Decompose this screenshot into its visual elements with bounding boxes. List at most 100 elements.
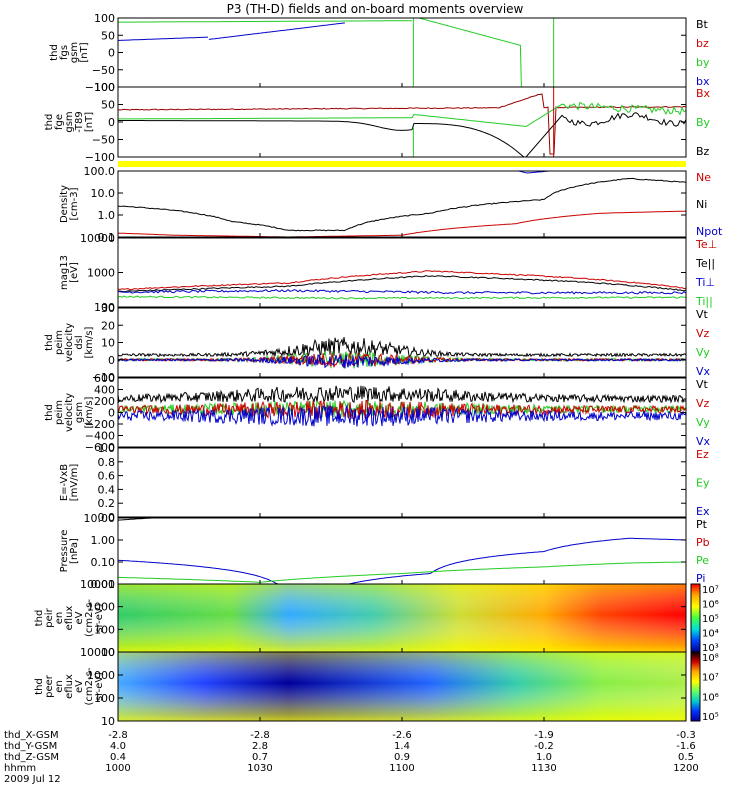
trace-Pi bbox=[117, 537, 687, 585]
y-tick-label: 0 bbox=[108, 354, 115, 367]
y-axis-label: fge bbox=[54, 114, 65, 130]
y-axis-label: en bbox=[54, 612, 65, 625]
y-tick-label: 0 bbox=[108, 407, 115, 420]
trace-Vt bbox=[117, 385, 687, 404]
quality-flag-bar bbox=[118, 161, 686, 167]
y-tick-label: −100 bbox=[85, 81, 115, 94]
y-tick-label: 200 bbox=[94, 395, 115, 408]
colorbar-label: 10⁴ bbox=[702, 629, 719, 640]
spectrogram-layer bbox=[118, 583, 701, 722]
y-tick-label: 0.10 bbox=[91, 556, 116, 569]
legend-Pe: Pe bbox=[696, 554, 709, 567]
legend-Vy: Vy bbox=[696, 416, 710, 429]
legend-Pb: Pb bbox=[696, 536, 710, 549]
panel-frame-fgs bbox=[117, 17, 687, 88]
y-tick-label: −50 bbox=[92, 64, 115, 77]
legend-Ne: Ne bbox=[696, 171, 711, 184]
y-axis-label: [cm-3] bbox=[69, 187, 80, 220]
panel-frame-pressure bbox=[117, 517, 687, 585]
y-axis-label: peim bbox=[54, 400, 65, 425]
y-axis-label: Pressure bbox=[59, 530, 70, 573]
footer-value: 0.5 bbox=[678, 752, 694, 763]
trace-Ti-par bbox=[117, 295, 686, 300]
trace-bx bbox=[118, 36, 209, 41]
y-axis-label: thd bbox=[44, 114, 55, 131]
y-axis-label: peir bbox=[44, 607, 55, 627]
y-axis-label: (cm2-s- bbox=[84, 667, 95, 705]
trace-Bz bbox=[118, 112, 687, 158]
trace-Vz bbox=[117, 399, 687, 420]
y-tick-label: 0.1 bbox=[98, 231, 116, 244]
legend-Npot: Npot bbox=[696, 225, 723, 238]
y-tick-label: 0.4 bbox=[98, 483, 116, 496]
y-axis-label: peim bbox=[54, 330, 65, 355]
y-tick-label: −200 bbox=[85, 418, 115, 431]
footer-value: 1.4 bbox=[394, 741, 410, 752]
y-axis-label: thd bbox=[44, 404, 55, 421]
frame-layer bbox=[117, 17, 687, 722]
y-tick-label: 0 bbox=[108, 47, 115, 60]
y-tick-label: 1000 bbox=[87, 601, 115, 614]
legend-Bt: Bt bbox=[696, 18, 709, 31]
legend-Ti⊥: Ti⊥ bbox=[695, 276, 715, 289]
trace-Vx bbox=[117, 354, 687, 369]
footer-value: 1100 bbox=[389, 763, 414, 774]
y-axis-label: eflux bbox=[64, 674, 75, 699]
y-tick-label: 10000 bbox=[80, 578, 115, 591]
y-axis-label: Density bbox=[59, 185, 70, 223]
y-axis-label: eflux bbox=[64, 606, 75, 631]
y-tick-label: −50 bbox=[92, 134, 115, 147]
footer-value: -2.8 bbox=[250, 730, 270, 741]
y-axis-label: velocity bbox=[64, 323, 75, 362]
trace-By bbox=[117, 101, 687, 128]
y-axis-label: (cm2-s- bbox=[84, 599, 95, 637]
footer-value: 0.7 bbox=[252, 752, 268, 763]
footer-label: hhmm bbox=[4, 763, 36, 774]
legend-Ez: Ez bbox=[696, 448, 709, 461]
spectrogram-shade-9 bbox=[118, 652, 686, 721]
legend-Pi: Pi bbox=[696, 572, 705, 585]
legend-By: By bbox=[696, 116, 711, 129]
colorbar-label: 10⁵ bbox=[702, 614, 719, 625]
trace-Te-perp bbox=[117, 270, 687, 291]
legend-Bz: Bz bbox=[696, 145, 710, 158]
y-tick-label: 100.0 bbox=[84, 165, 116, 178]
y-tick-label: 100 bbox=[94, 301, 115, 314]
legend-Ti||: Ti|| bbox=[695, 295, 713, 308]
y-tick-label: 10 bbox=[101, 646, 115, 659]
colorbar-peer bbox=[690, 651, 701, 722]
legend-Ni: Ni bbox=[696, 198, 707, 211]
legend-Pt: Pt bbox=[696, 518, 708, 531]
legend-Bx: Bx bbox=[696, 87, 711, 100]
trace-Te-par bbox=[118, 274, 687, 293]
panel-frame-fge bbox=[117, 86, 687, 158]
colorbar-label: 10⁶ bbox=[702, 692, 719, 703]
y-tick-label: 10 bbox=[101, 715, 115, 728]
y-tick-label: 0.8 bbox=[98, 456, 116, 469]
legend-Ey: Ey bbox=[696, 477, 710, 490]
legend-Te⊥: Te⊥ bbox=[695, 238, 717, 251]
y-tick-label: 10000 bbox=[80, 646, 115, 659]
footer-value: -2.8 bbox=[108, 730, 128, 741]
y-tick-label: 1000 bbox=[87, 669, 115, 682]
y-axis-label: en bbox=[54, 680, 65, 693]
footer-date: 2009 Jul 12 bbox=[4, 774, 61, 785]
colorbar-peir bbox=[690, 583, 701, 653]
legend-Ex: Ex bbox=[696, 505, 710, 518]
y-tick-label: 0.01 bbox=[91, 578, 116, 591]
y-tick-label: 0 bbox=[108, 116, 115, 129]
legend-bz: bz bbox=[696, 37, 709, 50]
trace-Bx bbox=[117, 93, 687, 155]
y-axis-label: eV bbox=[74, 611, 85, 624]
footer-value: 0.9 bbox=[394, 752, 410, 763]
y-tick-label: 0.6 bbox=[98, 470, 116, 483]
trace-by-2 bbox=[413, 17, 544, 88]
footer-value: -1.9 bbox=[534, 730, 554, 741]
y-tick-label: −400 bbox=[85, 430, 115, 443]
y-axis-label: sr-eV) bbox=[94, 672, 105, 701]
trace-Vx bbox=[117, 404, 687, 427]
colorbar-label: 10⁶ bbox=[702, 600, 719, 611]
y-axis-label: thd bbox=[34, 610, 45, 627]
y-tick-label: 10.00 bbox=[84, 512, 116, 525]
y-tick-label: 100 bbox=[94, 692, 115, 705]
